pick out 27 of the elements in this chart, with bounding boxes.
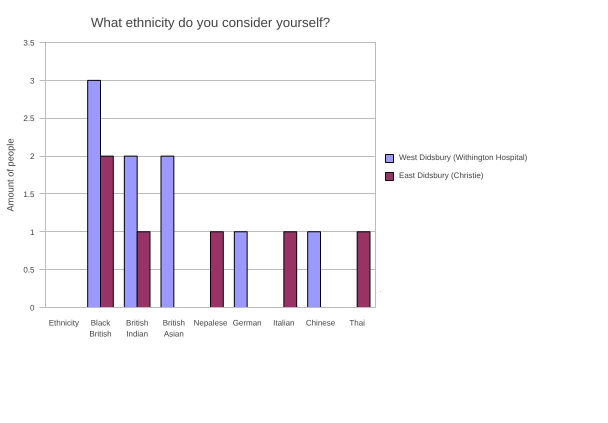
- x-tick-label: Black British: [89, 318, 112, 338]
- bar: [210, 231, 224, 308]
- bar: [234, 231, 248, 308]
- x-tick-label: British Asian: [162, 318, 185, 338]
- y-tick-label: 0.5: [23, 266, 36, 275]
- chart-title: What ethnicity do you consider yourself?: [90, 15, 330, 30]
- y-tick-label: 3: [30, 76, 36, 86]
- x-tick-label: Ethnicity: [48, 318, 79, 328]
- x-tick-label: Italian: [273, 318, 295, 328]
- y-axis-title: Amount of people: [5, 138, 16, 212]
- x-tick-label: Nepalese: [194, 318, 228, 328]
- y-tick-label: 3.5: [23, 38, 36, 48]
- x-tick-label: Chinese: [306, 318, 336, 328]
- bar: [356, 231, 370, 308]
- y-tick-label: 1: [30, 228, 36, 237]
- legend-label: West Didsbury (Withington Hospital): [399, 153, 528, 162]
- legend-label: East Didsbury (Christie): [399, 171, 484, 180]
- bar: [307, 231, 321, 308]
- x-tick-label: Thai: [349, 318, 366, 328]
- y-tick-label: 2.5: [23, 114, 36, 124]
- y-tick-label: 2: [30, 152, 36, 162]
- bar: [283, 231, 298, 308]
- y-tick-label: 1.5: [23, 190, 36, 199]
- x-tick-label: British Indian: [126, 318, 148, 338]
- y-tick-label: 0: [30, 304, 36, 312]
- bar: [160, 156, 174, 308]
- x-tick-label: German: [232, 318, 262, 328]
